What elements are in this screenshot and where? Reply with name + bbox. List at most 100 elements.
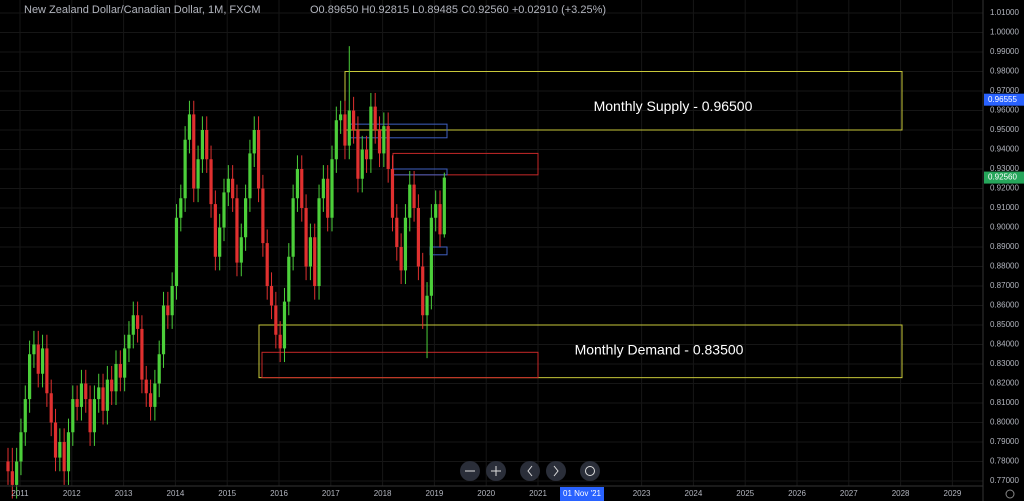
candle-body	[222, 192, 226, 228]
y-tick-label: 0.98000	[990, 67, 1019, 76]
candle-body	[321, 178, 325, 199]
y-tick-label: 0.89000	[990, 242, 1019, 251]
x-tick-label: 2016	[270, 489, 288, 498]
candle-body	[429, 217, 433, 296]
candle-body	[148, 393, 153, 407]
candle-body	[140, 328, 144, 380]
candle-body	[88, 399, 92, 433]
candle-body	[265, 243, 269, 286]
candle-body	[261, 188, 265, 244]
candle-body	[373, 106, 377, 130]
scroll-left[interactable]	[520, 461, 540, 481]
crosshair-label-bg	[560, 487, 604, 501]
candle-body	[192, 114, 196, 189]
candle-body	[58, 442, 62, 458]
x-tick-label: 2011	[11, 489, 29, 498]
y-tick-label: 0.82000	[990, 379, 1019, 388]
candle-body	[295, 169, 300, 199]
candle-body	[248, 153, 252, 199]
candle-body	[28, 354, 32, 400]
candle-body	[330, 159, 334, 218]
candle-body	[19, 432, 23, 462]
candle-body	[239, 237, 243, 263]
candle-body	[205, 130, 209, 160]
ohlc: O0.89650 H0.92815 L0.89485 C0.92560 +0.0…	[310, 4, 606, 16]
price-label: 0.92560	[988, 173, 1017, 182]
candle-body	[153, 383, 157, 407]
candle-body	[369, 106, 373, 160]
y-tick-label: 0.81000	[990, 398, 1019, 407]
candle-body	[187, 114, 192, 140]
y-tick-label: 0.96000	[990, 106, 1019, 115]
settings[interactable]	[1005, 489, 1015, 499]
candle-body	[114, 364, 118, 392]
candle-body	[235, 198, 239, 263]
candle-body	[92, 399, 96, 433]
candle-body	[36, 344, 40, 374]
scroll-right[interactable]	[546, 461, 566, 481]
y-tick-label: 0.90000	[990, 223, 1019, 232]
candle-body	[313, 237, 317, 286]
x-tick-label: 2024	[685, 489, 703, 498]
y-tick-label: 0.92000	[990, 184, 1019, 193]
x-tick-label: 2018	[374, 489, 392, 498]
candle-body	[231, 178, 235, 199]
candle-body	[127, 334, 131, 349]
y-tick-label: 0.86000	[990, 301, 1019, 310]
candle-body	[170, 286, 174, 316]
candle-body	[412, 184, 416, 208]
candle-body	[347, 110, 351, 146]
x-tick-label: 2023	[633, 489, 651, 498]
zone-label: Monthly Demand - 0.83500	[575, 342, 744, 358]
x-tick-label: 2026	[788, 489, 806, 498]
candle-body	[209, 159, 213, 205]
candle-body	[131, 315, 135, 335]
candle-body	[360, 149, 364, 179]
candle-body	[364, 149, 369, 160]
y-tick-label: 0.79000	[990, 437, 1019, 446]
x-tick-label: 2015	[218, 489, 236, 498]
x-tick-label: 2029	[944, 489, 962, 498]
x-tick-label: 2027	[840, 489, 858, 498]
box	[261, 351, 539, 379]
candle-body	[287, 256, 291, 302]
x-tick-label: 2013	[115, 489, 133, 498]
candle-body	[183, 139, 187, 199]
candle-body	[6, 461, 10, 472]
box	[392, 152, 539, 176]
candle-body	[395, 217, 399, 247]
candle-body	[62, 442, 66, 472]
x-tick-label: 2025	[736, 489, 754, 498]
candle-body	[23, 399, 27, 433]
candle-body	[244, 198, 248, 238]
candle-body	[157, 354, 161, 384]
y-tick-label: 0.77000	[990, 476, 1019, 485]
candle-body	[15, 461, 19, 485]
candle-body	[71, 399, 75, 433]
candle-body	[304, 208, 308, 267]
candle-body	[123, 348, 127, 378]
candle-body	[226, 178, 230, 193]
candle-body	[343, 114, 347, 146]
candle-body	[425, 295, 429, 316]
candle-body	[174, 217, 179, 286]
y-tick-label: 0.88000	[990, 262, 1019, 271]
candle-body	[300, 169, 304, 208]
price-label-bg	[984, 171, 1024, 184]
y-tick-label: 0.93000	[990, 164, 1019, 173]
candle-body	[399, 247, 403, 271]
candle-body	[161, 305, 166, 355]
candle-body	[356, 130, 360, 179]
candle-body	[110, 379, 114, 392]
grid	[0, 0, 983, 486]
reset[interactable]	[580, 461, 600, 481]
x-tick-label: 2019	[426, 489, 444, 498]
candle-body	[421, 266, 425, 316]
x-tick-label: 2020	[477, 489, 495, 498]
x-tick-label: 2028	[892, 489, 910, 498]
candle-body	[308, 237, 312, 267]
price-label-bg	[984, 93, 1024, 106]
candle-body	[166, 305, 170, 316]
candle-body	[408, 184, 412, 218]
candle-body	[144, 379, 148, 394]
